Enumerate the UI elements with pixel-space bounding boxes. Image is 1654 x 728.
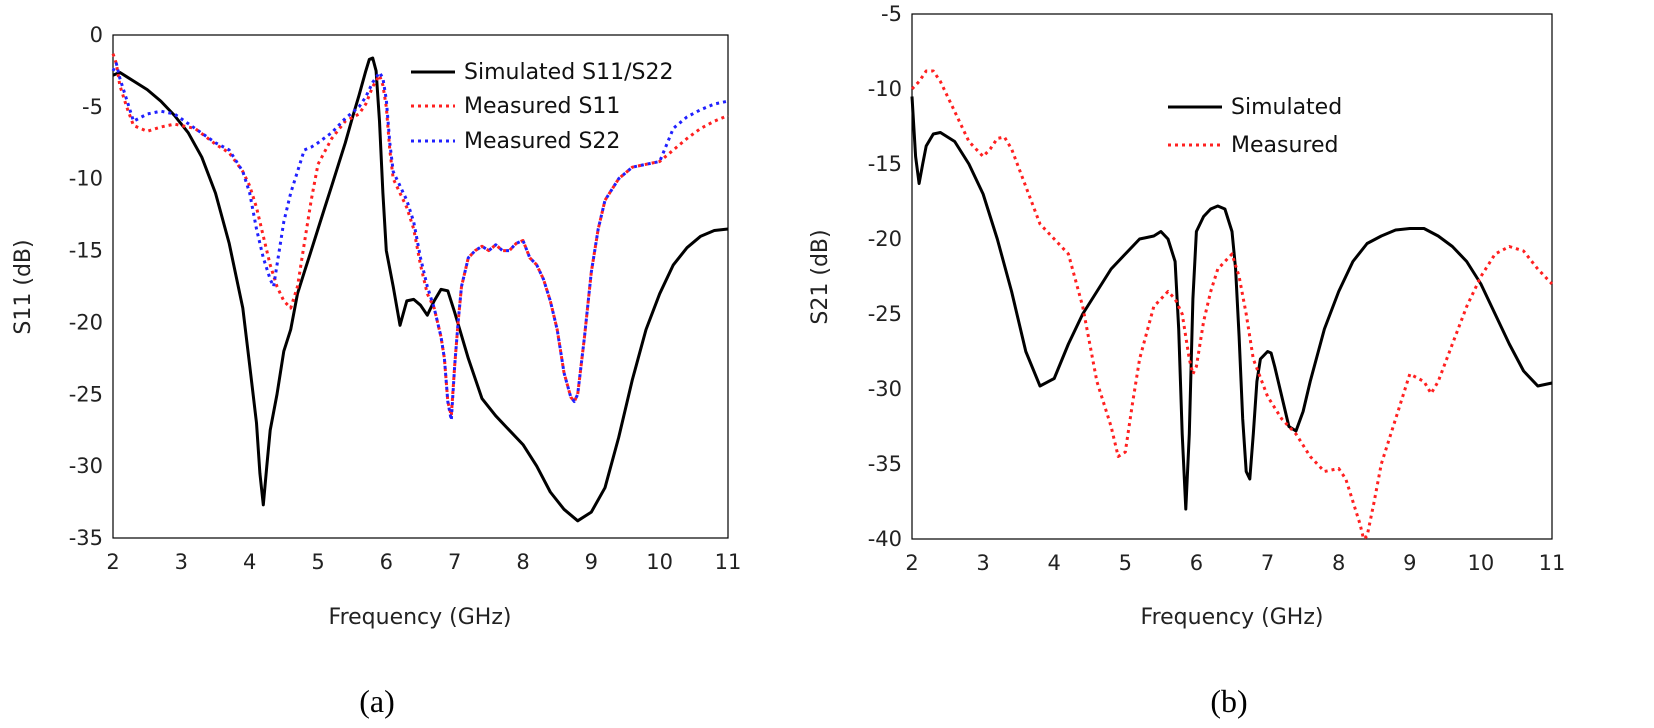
- x-tick-label: 5: [1119, 551, 1132, 575]
- y-tick-label: -20: [868, 227, 902, 251]
- x-tick-label: 8: [1332, 551, 1345, 575]
- legend-label-measured-s11: Measured S11: [464, 94, 620, 119]
- x-tick-label: 4: [243, 550, 256, 574]
- y-tick-label: -5: [82, 95, 103, 119]
- x-tick-label: 7: [448, 550, 461, 574]
- legend-a: Simulated S11/S22 Measured S11 Measured …: [411, 60, 674, 154]
- y-tick-label: -10: [868, 77, 902, 101]
- chart-panel-b: 2 3 4 5 6 7 8 9 10 11 -5 -10 -15 -20 -25 -30 -35 -40 Fre…: [808, 2, 1565, 719]
- y-tick-labels-b: -5 -10 -15 -20 -25 -30 -35 -40: [868, 2, 902, 551]
- x-tick-label: 9: [585, 550, 598, 574]
- legend-label-measured: Measured: [1231, 133, 1338, 158]
- y-tick-label: 0: [90, 23, 103, 47]
- legend-label-simulated-s11-s22: Simulated S11/S22: [464, 60, 674, 85]
- x-tick-label: 3: [976, 551, 989, 575]
- chart-panel-a: 2 3 4 5 6 7 8 9 10 11 0 -5 -10 -15 -20 -25 -30 -35 Frequ…: [11, 23, 741, 719]
- series-lines-a: [111, 53, 729, 523]
- y-tick-label: -15: [868, 152, 902, 176]
- x-tick-label: 3: [175, 550, 188, 574]
- x-axis-label-a: Frequency (GHz): [329, 605, 512, 630]
- x-axis-label-b: Frequency (GHz): [1141, 605, 1324, 630]
- y-tick-label: -35: [69, 526, 103, 550]
- x-tick-label: 10: [646, 550, 673, 574]
- x-tick-label: 11: [1539, 551, 1566, 575]
- series-line-simulated-s11-s22: [112, 56, 729, 523]
- y-tick-label: -5: [881, 2, 902, 26]
- x-tick-label: 10: [1468, 551, 1495, 575]
- legend-label-simulated: Simulated: [1231, 95, 1342, 120]
- y-axis-label-b: S21 (dB): [808, 229, 833, 324]
- y-tick-labels-a: 0 -5 -10 -15 -20 -25 -30 -35: [69, 23, 103, 550]
- y-tick-label: -30: [69, 454, 103, 478]
- y-tick-label: -15: [69, 239, 103, 263]
- caption-b: (b): [1210, 683, 1247, 719]
- series-line-measured-s11: [111, 53, 729, 418]
- x-tick-labels-a: 2 3 4 5 6 7 8 9 10 11: [106, 550, 741, 574]
- y-axis-label-a: S11 (dB): [11, 239, 36, 334]
- y-tick-label: -35: [868, 452, 902, 476]
- y-tick-label: -25: [868, 302, 902, 326]
- plot-frame-b: [911, 13, 1553, 540]
- series-lines-b: [910, 69, 1554, 541]
- x-tick-label: 8: [516, 550, 529, 574]
- y-tick-label: -20: [69, 310, 103, 334]
- x-tick-label: 2: [106, 550, 119, 574]
- x-tick-label: 2: [905, 551, 918, 575]
- y-tick-label: -40: [868, 527, 902, 551]
- caption-a: (a): [359, 683, 395, 719]
- x-tick-label: 7: [1261, 551, 1274, 575]
- y-tick-label: -30: [868, 377, 902, 401]
- x-tick-label: 6: [1190, 551, 1203, 575]
- x-tick-label: 9: [1403, 551, 1416, 575]
- x-tick-labels-b: 2 3 4 5 6 7 8 9 10 11: [905, 551, 1565, 575]
- x-tick-label: 6: [380, 550, 393, 574]
- y-tick-label: -10: [69, 167, 103, 191]
- legend-label-measured-s22: Measured S22: [464, 129, 620, 154]
- x-tick-label: 11: [715, 550, 742, 574]
- plot-frame-a: [112, 34, 729, 539]
- x-tick-label: 5: [311, 550, 324, 574]
- y-tick-label: -25: [69, 382, 103, 406]
- legend-b: Simulated Measured: [1168, 95, 1342, 158]
- x-tick-label: 4: [1048, 551, 1061, 575]
- series-line-simulated: [910, 96, 1553, 511]
